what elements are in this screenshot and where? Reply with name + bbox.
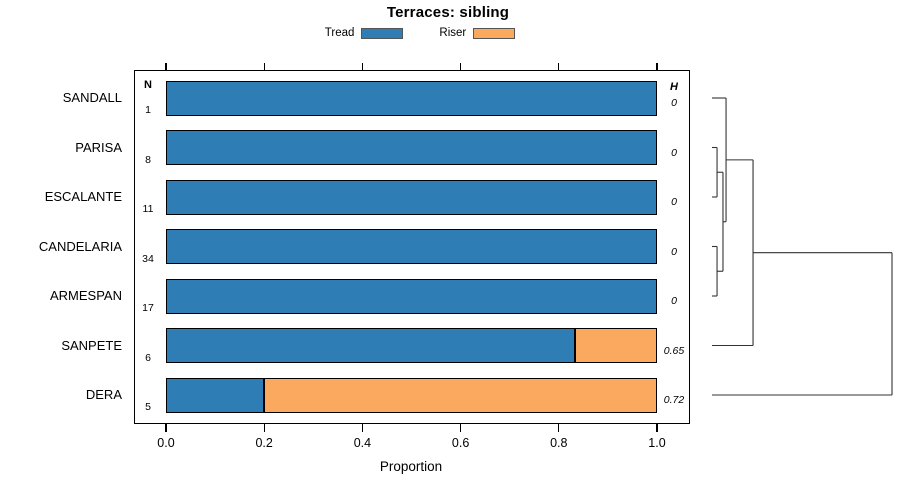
- x-tick-label: 0.4: [353, 436, 372, 450]
- legend-swatch-riser: [473, 27, 516, 39]
- x-tick-top: [558, 63, 560, 71]
- n-value: 34: [142, 252, 154, 265]
- h-column-header: H: [670, 81, 678, 93]
- x-axis-title: Proportion: [379, 459, 443, 474]
- h-value: 0: [671, 245, 677, 258]
- x-tick-bottom: [361, 424, 363, 432]
- h-value: 0.65: [663, 344, 685, 357]
- n-value: 11: [142, 203, 154, 215]
- category-label: SANDALL: [62, 90, 122, 105]
- x-tick-label: 0.2: [255, 436, 273, 450]
- h-value: 0: [671, 97, 677, 109]
- h-value: 0.72: [663, 394, 685, 406]
- legend-item-riser: Riser: [439, 27, 516, 39]
- x-tick-top: [361, 63, 363, 71]
- x-tick-bottom: [656, 424, 658, 432]
- x-tick-top: [656, 63, 658, 71]
- h-value: 0: [671, 196, 677, 208]
- legend-item-tread: Tread: [325, 27, 404, 39]
- x-tick-label: 1.0: [648, 436, 666, 450]
- n-value: 17: [142, 302, 154, 314]
- bar-segment-tread: [166, 130, 657, 165]
- legend-swatch-tread: [361, 27, 404, 39]
- category-label: SANPETE: [61, 337, 122, 353]
- bar-segment-tread: [166, 229, 657, 264]
- x-tick-bottom: [263, 424, 265, 432]
- bar-segment-tread: [166, 328, 575, 363]
- x-tick-label: 0.8: [550, 436, 568, 450]
- bar-segment-tread: [166, 278, 657, 314]
- x-tick-top: [460, 63, 462, 71]
- legend: Tread Riser: [220, 25, 620, 41]
- category-label: CANDELARIA: [38, 238, 122, 254]
- chart-title: Terraces: sibling: [386, 4, 510, 21]
- category-label: PARISA: [75, 139, 122, 155]
- bar-segment-tread: [166, 80, 657, 116]
- category-label: ARMESPAN: [50, 288, 122, 303]
- n-value: 6: [145, 351, 151, 364]
- n-value: 8: [145, 153, 151, 166]
- n-column-header: N: [144, 79, 152, 91]
- x-tick-bottom: [460, 424, 462, 432]
- x-tick-top: [263, 63, 265, 71]
- x-tick-label: 0.0: [157, 436, 175, 450]
- n-value: 1: [145, 104, 151, 116]
- bar-segment-riser: [575, 328, 657, 363]
- h-value: 0: [671, 295, 677, 307]
- bar-segment-riser: [264, 377, 657, 413]
- n-value: 5: [145, 401, 151, 413]
- h-value: 0: [671, 146, 677, 159]
- category-label: ESCALANTE: [44, 189, 122, 204]
- bar-segment-tread: [166, 179, 657, 215]
- x-tick-label: 0.6: [451, 436, 470, 450]
- legend-label-tread: Tread: [324, 27, 355, 39]
- x-tick-bottom: [558, 424, 560, 432]
- x-tick-bottom: [165, 424, 167, 432]
- category-label: DERA: [85, 387, 122, 402]
- bar-segment-tread: [166, 377, 265, 413]
- legend-label-riser: Riser: [439, 27, 467, 39]
- x-tick-top: [165, 63, 167, 71]
